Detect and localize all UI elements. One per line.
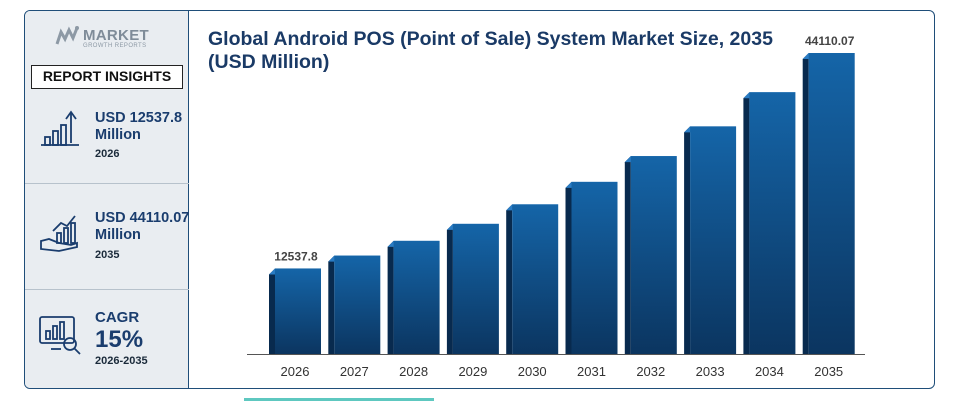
report-insights-badge: REPORT INSIGHTS bbox=[31, 65, 183, 89]
sidebar-divider bbox=[25, 183, 189, 184]
bar-side bbox=[743, 92, 750, 354]
bar-2032 bbox=[624, 156, 677, 354]
bar-side bbox=[802, 53, 809, 354]
bar-side bbox=[387, 240, 394, 354]
bar-side bbox=[565, 181, 572, 354]
data-label: 12537.8 bbox=[274, 249, 318, 263]
logo-subtitle: GROWTH REPORTS bbox=[83, 43, 147, 49]
stat-2035-year: 2035 bbox=[95, 249, 120, 261]
bar-2031 bbox=[565, 181, 618, 354]
report-insights-sidebar: MARKET GROWTH REPORTS REPORT INSIGHTS US… bbox=[25, 11, 189, 388]
stat-2026-year: 2026 bbox=[95, 148, 120, 160]
bar-front bbox=[275, 268, 321, 354]
bar-side bbox=[269, 268, 275, 354]
bar-front bbox=[452, 223, 499, 354]
x-tick-label: 2035 bbox=[814, 364, 843, 379]
bar-side bbox=[446, 223, 453, 354]
cagr-value: 15% bbox=[95, 326, 144, 353]
x-tick-label: 2028 bbox=[399, 364, 428, 379]
stat-2026-value-line2: Million bbox=[95, 127, 141, 143]
stat-2026-value: USD 12537.8 Million bbox=[95, 110, 182, 144]
bar-front bbox=[512, 204, 559, 354]
logo-name: MARKET bbox=[83, 27, 149, 44]
bar-front bbox=[690, 126, 737, 354]
x-tick-label: 2030 bbox=[518, 364, 547, 379]
bar-side bbox=[624, 156, 631, 354]
bar-2033 bbox=[684, 126, 737, 354]
bar-side bbox=[684, 126, 691, 354]
stat-2026-value-line1: USD 12537.8 bbox=[95, 110, 183, 126]
bar-front bbox=[571, 181, 618, 354]
cagr-label: CAGR bbox=[95, 309, 140, 326]
market-growth-reports-logo: MARKET GROWTH REPORTS bbox=[55, 25, 165, 51]
x-tick-label: 2033 bbox=[696, 364, 725, 379]
logo-icon bbox=[55, 26, 79, 45]
bar-side bbox=[328, 255, 335, 354]
stat-2035-value-line1: USD 44110.07 bbox=[95, 210, 190, 226]
bar-growth-icon bbox=[41, 110, 79, 146]
bar-2029 bbox=[446, 223, 499, 354]
bar-2034 bbox=[743, 92, 796, 354]
bar-front bbox=[630, 156, 677, 354]
bar-2030 bbox=[506, 204, 559, 354]
monitor-analysis-icon bbox=[39, 316, 81, 355]
stat-2035-value: USD 44110.07 Million bbox=[95, 210, 189, 244]
accent-line bbox=[244, 398, 434, 401]
infographic-card: MARKET GROWTH REPORTS REPORT INSIGHTS US… bbox=[24, 10, 935, 389]
cagr-years: 2026-2035 bbox=[95, 355, 148, 367]
bar-2028 bbox=[387, 240, 440, 354]
bar-front bbox=[749, 92, 796, 354]
x-tick-label: 2031 bbox=[577, 364, 606, 379]
bar-2035 bbox=[802, 53, 855, 354]
hand-chart-icon bbox=[40, 215, 78, 252]
bar-front bbox=[334, 255, 381, 354]
sidebar-divider bbox=[25, 289, 189, 290]
bar-chart: 2026 2027 2028 2029 2030 2031 2032 2033 2034 2035… bbox=[247, 34, 865, 379]
x-tick-label: 2034 bbox=[755, 364, 784, 379]
bar-2027 bbox=[328, 255, 381, 354]
bar-side bbox=[506, 204, 513, 354]
x-tick-label: 2029 bbox=[458, 364, 487, 379]
stat-2035-value-line2: Million bbox=[95, 227, 141, 243]
x-tick-label: 2026 bbox=[281, 364, 310, 379]
data-label: 44110.07 bbox=[805, 34, 855, 48]
bar-front bbox=[393, 240, 440, 354]
x-tick-label: 2027 bbox=[340, 364, 369, 379]
chart-title: Global Android POS (Point of Sale) Syste… bbox=[208, 28, 773, 73]
bar-2026 bbox=[269, 268, 321, 354]
x-tick-label: 2032 bbox=[636, 364, 665, 379]
bar-front bbox=[808, 53, 855, 354]
